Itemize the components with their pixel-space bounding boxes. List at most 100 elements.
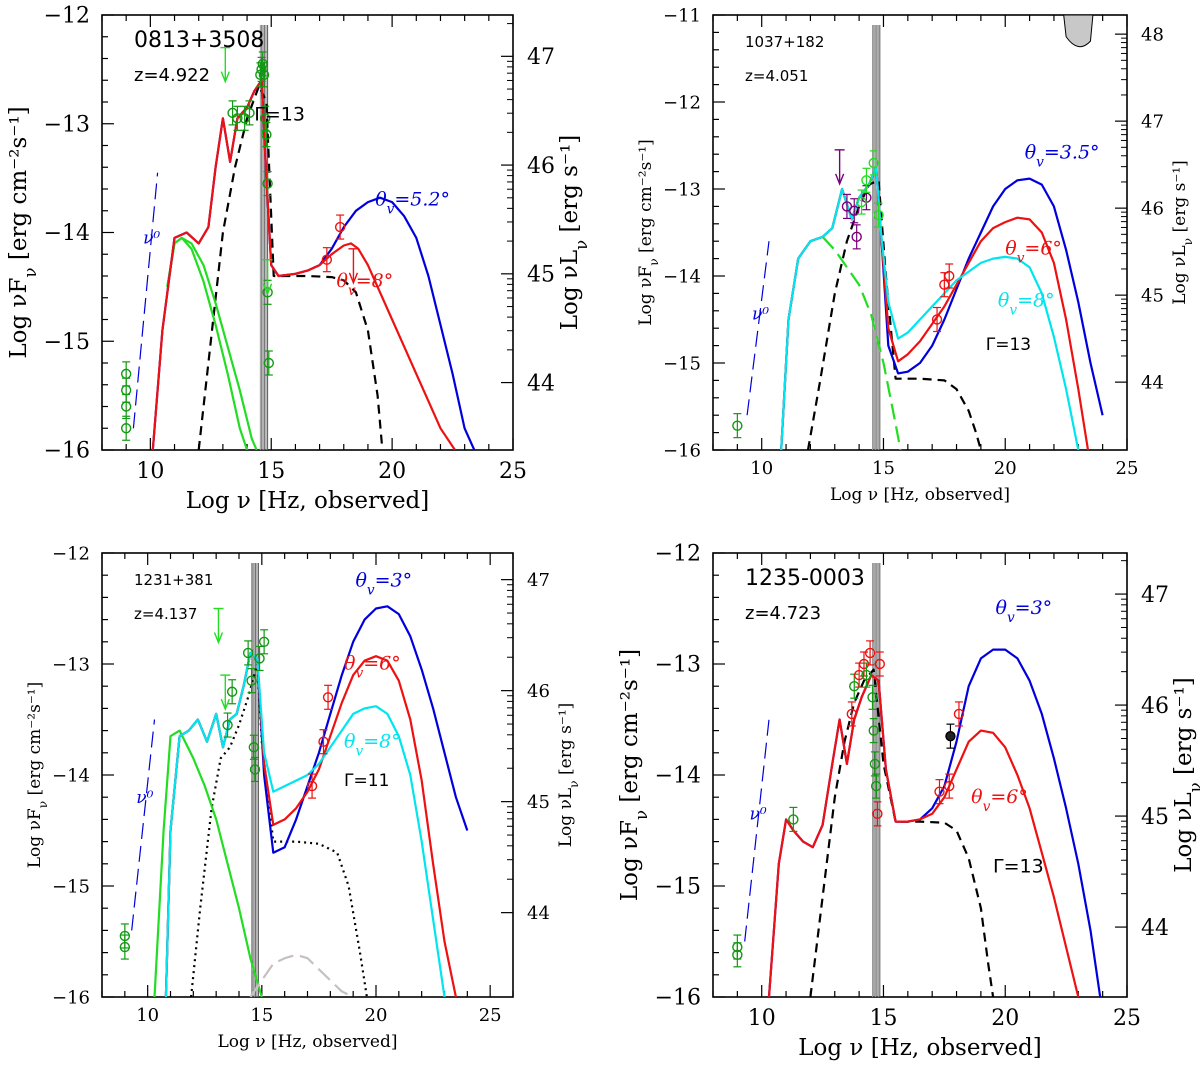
gamma-label: Γ=11 [344, 771, 389, 791]
data-point [254, 653, 265, 664]
right-axis-label: Log νLν [erg s⁻¹] [556, 703, 581, 848]
data-point [861, 175, 872, 186]
redshift-label: z=4.137 [134, 605, 197, 623]
data-point [944, 270, 955, 282]
data-point [322, 692, 334, 703]
data-point [120, 423, 132, 434]
x-tick-label: 20 [378, 459, 406, 484]
x-axis-label: Log ν [Hz, observed] [186, 488, 430, 514]
upper-limit-arrow [834, 173, 845, 186]
data-point [870, 780, 882, 792]
fermi-contour [1063, 15, 1094, 48]
x-tick-label: 25 [479, 1005, 502, 1026]
series-line [190, 662, 368, 997]
y-tick-label: −15 [655, 875, 701, 900]
x-tick-label: 10 [750, 458, 773, 479]
x-tick-label: 10 [136, 459, 164, 484]
sed-panel-4: 10 15 20 25 −16 −15 −14 −13 −12 44 45 46 47 Log ν [Hz… [617, 542, 1200, 1061]
redshift-label: z=4.723 [745, 603, 821, 624]
upper-limit-arrow [220, 698, 230, 711]
y-tick-label: −16 [655, 986, 701, 1011]
data-point [248, 742, 260, 753]
y-axis-label: Log νFν [erg cm⁻²s⁻¹] [6, 106, 40, 358]
right-axis-label: Log νLν [erg s⁻¹] [1170, 160, 1195, 305]
series-line [821, 236, 902, 450]
series-line [166, 236, 258, 450]
data-point [849, 205, 860, 216]
data-point [318, 736, 329, 747]
data-point [263, 357, 275, 369]
gamma-label: Γ=13 [993, 856, 1044, 878]
right-axis-label: Log νLν [erg s⁻¹] [557, 135, 591, 331]
right-tick-label: 44 [527, 903, 550, 924]
viewing-angle-label: θv=8° [337, 270, 394, 299]
data-point [246, 675, 257, 686]
right-tick-label: 46 [527, 154, 555, 179]
right-axis-label: Log νLν [erg s⁻¹] [1171, 677, 1200, 873]
x-axis-label: Log ν [Hz, observed] [798, 1035, 1042, 1061]
y-axis-label: Log νFν [erg cm⁻²s⁻¹] [636, 139, 661, 325]
nu0-label: ν⁰ [750, 804, 767, 824]
right-tick-label: 45 [527, 263, 555, 288]
data-point [872, 808, 883, 820]
source-name: 1235-0003 [745, 566, 865, 591]
y-tick-label: −14 [655, 764, 701, 789]
right-tick-label: 47 [527, 45, 555, 70]
series-line [153, 729, 263, 997]
y-tick-label: −15 [663, 353, 701, 374]
source-name: 1231+381 [134, 571, 213, 589]
data-point [861, 669, 872, 681]
x-tick-label: 15 [257, 459, 285, 484]
series-line [151, 79, 456, 450]
data-point [931, 314, 943, 325]
data-point [851, 231, 862, 243]
data-point [258, 636, 270, 647]
viewing-angle-label: θv=3° [355, 569, 412, 598]
viewing-angle-label: θv=3° [995, 597, 1052, 626]
x-tick-label: 25 [1113, 1006, 1141, 1031]
data-point [732, 420, 743, 431]
x-tick-label: 10 [136, 1005, 159, 1026]
y-tick-label: −13 [655, 653, 701, 678]
plot-area [120, 25, 476, 450]
data-point [846, 708, 858, 720]
y-tick-label: −13 [44, 112, 90, 137]
data-point [864, 647, 876, 659]
y-tick-label: −13 [663, 179, 701, 200]
right-tick-label: 45 [1141, 285, 1164, 306]
nu0-label: ν⁰ [136, 788, 153, 808]
gamma-label: Γ=13 [254, 103, 305, 125]
right-tick-label: 45 [527, 792, 550, 813]
data-point [119, 941, 131, 953]
y-tick-label: −12 [44, 4, 90, 29]
x-tick-label: 15 [869, 1006, 897, 1031]
right-tick-label: 46 [1141, 198, 1164, 219]
x-axis-label: Log ν [Hz, observed] [830, 485, 1010, 505]
source-name: 0813+3508 [134, 28, 264, 53]
plot-frame [712, 14, 1128, 451]
data-point [255, 69, 266, 81]
plot-area [119, 563, 469, 997]
data-point [306, 780, 318, 792]
right-tick-label: 46 [1141, 694, 1169, 719]
series-line [249, 953, 354, 997]
x-tick-label: 20 [994, 458, 1017, 479]
x-tick-label: 20 [365, 1005, 388, 1026]
sed-panel-2: 10 15 20 25 −16 −15 −14 −13 −12 −11 44 45 46 47 48 Log … [636, 5, 1195, 505]
series-line [746, 241, 770, 416]
upper-limit-arrow [262, 283, 273, 296]
x-tick-label: 25 [1116, 458, 1139, 479]
nu0-label: ν⁰ [143, 228, 160, 248]
right-tick-label: 44 [527, 371, 555, 396]
sed-panel-1: 10 15 20 25 −16 −15 −14 −13 −12 44 45 46 47 Log ν [Hz… [6, 4, 591, 514]
upper-limit-arrow [220, 71, 230, 84]
viewing-angle-label: θv=6° [344, 653, 401, 682]
data-point [868, 725, 879, 736]
right-tick-label: 44 [1141, 916, 1169, 941]
data-point [334, 221, 346, 233]
upper-limit-arrow [348, 272, 359, 285]
data-point [944, 780, 955, 792]
right-tick-label: 46 [527, 681, 550, 702]
